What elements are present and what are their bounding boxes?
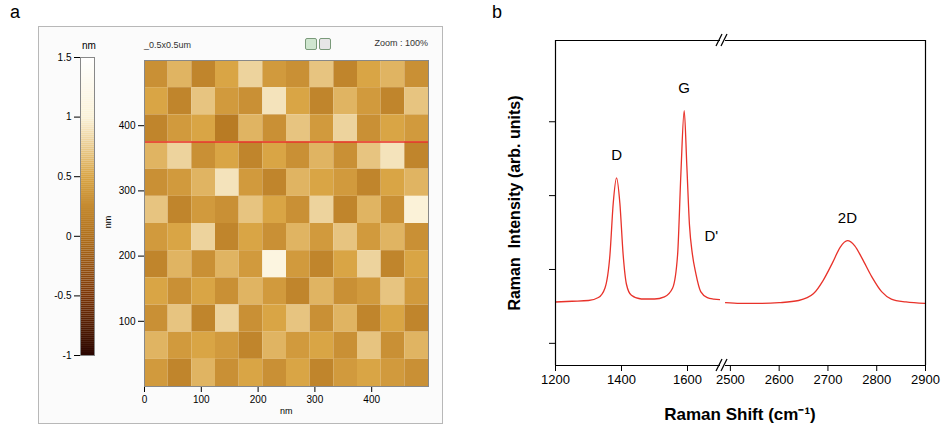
html-text:b: b bbox=[492, 2, 502, 22]
svg-text:200: 200 bbox=[119, 250, 136, 261]
html-text:a: a bbox=[10, 2, 20, 22]
svg-text:2700: 2700 bbox=[813, 372, 842, 387]
svg-text:200: 200 bbox=[250, 394, 267, 405]
svg-text:400: 400 bbox=[363, 394, 380, 405]
html-text:_0.5x0.5um: _0.5x0.5um bbox=[144, 40, 191, 50]
svg-text:2600: 2600 bbox=[765, 372, 794, 387]
svg-text:2500: 2500 bbox=[716, 372, 745, 387]
svg-text:D: D bbox=[611, 146, 622, 163]
svg-text:100: 100 bbox=[119, 316, 136, 327]
svg-text:400: 400 bbox=[119, 120, 136, 131]
svg-text:G: G bbox=[678, 79, 690, 96]
svg-text:2900: 2900 bbox=[911, 372, 940, 387]
svg-text:D': D' bbox=[704, 227, 718, 244]
svg-text:0.5: 0.5 bbox=[58, 171, 72, 182]
svg-text:1200: 1200 bbox=[541, 372, 570, 387]
html-text:nm: nm bbox=[82, 40, 96, 51]
svg-text:1600: 1600 bbox=[673, 372, 702, 387]
html-text:Raman Intensity (arb. units): Raman Intensity (arb. units) bbox=[506, 94, 523, 311]
html-text:nm: nm bbox=[280, 406, 293, 416]
svg-text:2800: 2800 bbox=[862, 372, 891, 387]
svg-text:0: 0 bbox=[66, 231, 72, 242]
html-text:Zoom : 100%: Zoom : 100% bbox=[374, 38, 428, 48]
svg-text:0: 0 bbox=[142, 394, 148, 405]
html-text:Raman Shift (cm⁻¹): Raman Shift (cm⁻¹) bbox=[664, 405, 816, 424]
svg-text:2D: 2D bbox=[838, 209, 857, 226]
svg-text:300: 300 bbox=[307, 394, 324, 405]
svg-text:300: 300 bbox=[119, 185, 136, 196]
svg-text:1.5: 1.5 bbox=[58, 52, 72, 63]
svg-text:-1: -1 bbox=[63, 350, 72, 361]
svg-text:1400: 1400 bbox=[607, 372, 636, 387]
svg-text:-0.5: -0.5 bbox=[54, 290, 72, 301]
svg-text:1: 1 bbox=[66, 111, 72, 122]
svg-text:100: 100 bbox=[193, 394, 210, 405]
html-text:nm: nm bbox=[103, 215, 114, 229]
